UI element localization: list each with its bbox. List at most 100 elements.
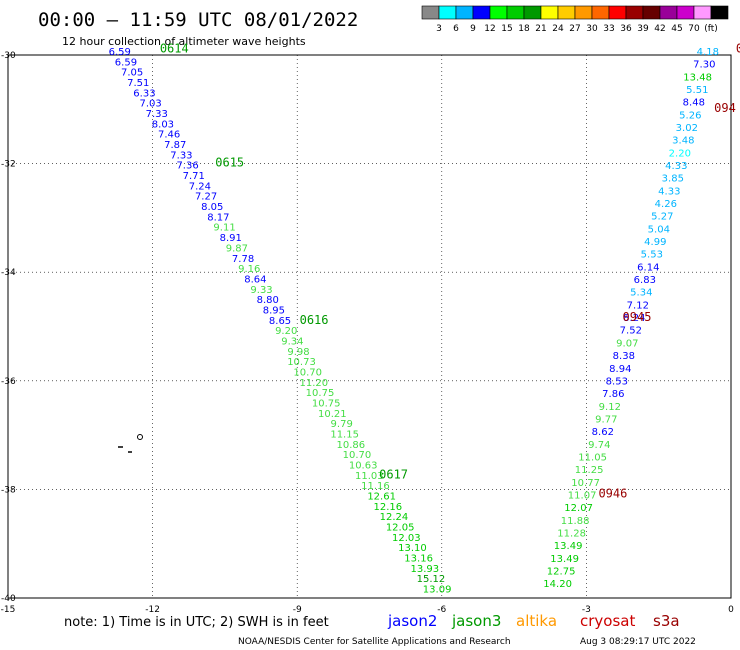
swh-value: 3.85	[662, 174, 684, 185]
page-subtitle: 12 hour collection of altimeter wave hei…	[62, 35, 306, 48]
legend-swatch	[557, 5, 576, 20]
swh-value: 3.48	[672, 136, 694, 147]
swh-value: 13.10	[398, 543, 427, 554]
swh-value: 9.34	[281, 336, 303, 347]
legend-label: 3	[436, 24, 442, 34]
swh-value: 9.12	[599, 402, 621, 413]
swh-value: 11.88	[561, 516, 590, 527]
x-tick-label: 0	[728, 605, 734, 615]
legend-swatch	[591, 5, 610, 20]
swh-value: 6.59	[115, 57, 137, 68]
swh-value: 7.86	[602, 389, 624, 400]
plot-frame	[7, 54, 732, 599]
footer-timestamp: Aug 3 08:29:17 UTC 2022	[580, 637, 696, 647]
swh-value: 9.98	[287, 347, 309, 358]
swh-value: 10.21	[318, 409, 347, 420]
y-tick-label: -30	[1, 51, 16, 61]
swh-value: 8.94	[609, 364, 631, 375]
swh-value: 12.61	[367, 492, 396, 503]
swh-value: 8.53	[606, 376, 628, 387]
swh-value: 7.03	[139, 99, 161, 110]
swh-value: 7.87	[164, 140, 186, 151]
legend-swatch	[489, 5, 508, 20]
track-jason3: 6.596.597.057.516.337.037.338.037.467.87…	[109, 41, 452, 595]
swh-value: 6.33	[133, 88, 155, 99]
swh-value: 12.03	[392, 533, 421, 544]
swh-value: 7.12	[627, 300, 649, 311]
pass-time-label: 0614	[160, 41, 189, 55]
swh-value: 6.83	[634, 275, 656, 286]
legend-label: 24	[552, 24, 564, 34]
y-tick-label: -34	[1, 268, 16, 278]
swh-value: 7.36	[176, 161, 198, 172]
swh-value: 7.24	[189, 181, 211, 192]
axis-ticks: -30-32-34-36-38-40-15 -12 -9 -6 -3 0	[1, 51, 734, 615]
swh-value: 11.03	[355, 471, 384, 482]
swh-value: 8.17	[207, 212, 229, 223]
pass-time-label: 0945	[623, 310, 652, 324]
y-tick-label: -40	[1, 594, 16, 604]
y-tick-label: -38	[1, 485, 16, 495]
swh-value: 13.09	[423, 585, 452, 596]
x-tick-label: -6	[437, 605, 446, 615]
swh-value: 4.33	[665, 161, 687, 172]
swh-value: 8.95	[263, 305, 285, 316]
mission-altika: altika	[516, 612, 557, 630]
x-tick-label: -9	[293, 605, 302, 615]
grid-lines	[8, 55, 731, 598]
swh-value: 15.12	[417, 574, 446, 585]
swh-value: 11.15	[330, 430, 359, 441]
swh-value: 7.78	[232, 254, 254, 265]
swh-value: 7.46	[158, 130, 180, 141]
legend-label: 9	[470, 24, 476, 34]
pass-time-label: 0946	[598, 487, 627, 501]
swh-value: 7.33	[170, 150, 192, 161]
swh-value: 4.33	[658, 186, 680, 197]
swh-value: 10.70	[293, 367, 322, 378]
swh-value: 10.73	[287, 357, 316, 368]
legend-label: 33	[603, 24, 614, 34]
swh-value: 10.75	[312, 398, 341, 409]
swh-value: 7.51	[127, 78, 149, 89]
swh-value: 14.20	[543, 579, 572, 590]
mission-legend: jason2 jason3 altika cryosat s3a	[387, 612, 680, 630]
pass-time-label: 0	[736, 41, 740, 55]
legend-label: 6	[453, 24, 459, 34]
legend-label: 27	[569, 24, 580, 34]
swh-value: 12.07	[564, 503, 593, 514]
swh-value: 13.93	[410, 564, 439, 575]
footer-note: note: 1) Time is in UTC; 2) SWH is in fe…	[64, 615, 329, 630]
swh-value: 9.33	[250, 285, 272, 296]
swh-value: 5.34	[630, 288, 652, 299]
swh-value: 9.07	[616, 338, 638, 349]
swh-value: 8.24	[623, 313, 645, 324]
x-tick-label: -12	[145, 605, 160, 615]
swh-value: 7.05	[121, 68, 143, 79]
y-tick-label: -32	[1, 160, 16, 170]
legend-swatch	[659, 5, 678, 20]
legend-swatch	[574, 5, 593, 20]
swh-value: 9.20	[275, 326, 297, 337]
swh-value: 9.74	[588, 440, 610, 451]
swh-value: 8.80	[257, 295, 279, 306]
swh-value: 9.11	[213, 223, 235, 234]
swh-value: 4.99	[644, 237, 666, 248]
legend-label: 18	[518, 24, 530, 34]
legend-label: (ft)	[704, 24, 718, 34]
swh-value: 5.51	[686, 85, 708, 96]
page-title: 00:00 – 11:59 UTC 08/01/2022	[38, 9, 358, 31]
legend-label: 12	[484, 24, 495, 34]
swh-value: 13.49	[550, 554, 579, 565]
land-shape	[118, 434, 143, 453]
swh-value: 10.75	[306, 388, 335, 399]
swh-value: 11.05	[578, 452, 607, 463]
swh-value: 11.16	[361, 481, 390, 492]
swh-value: 12.16	[373, 502, 402, 513]
pass-time-label: 094	[714, 101, 736, 115]
swh-value: 10.77	[571, 478, 600, 489]
swh-value: 8.38	[613, 351, 635, 362]
swh-value: 7.52	[620, 326, 642, 337]
satellite-tracks: 6.596.597.057.516.337.037.338.037.467.87…	[109, 41, 740, 595]
